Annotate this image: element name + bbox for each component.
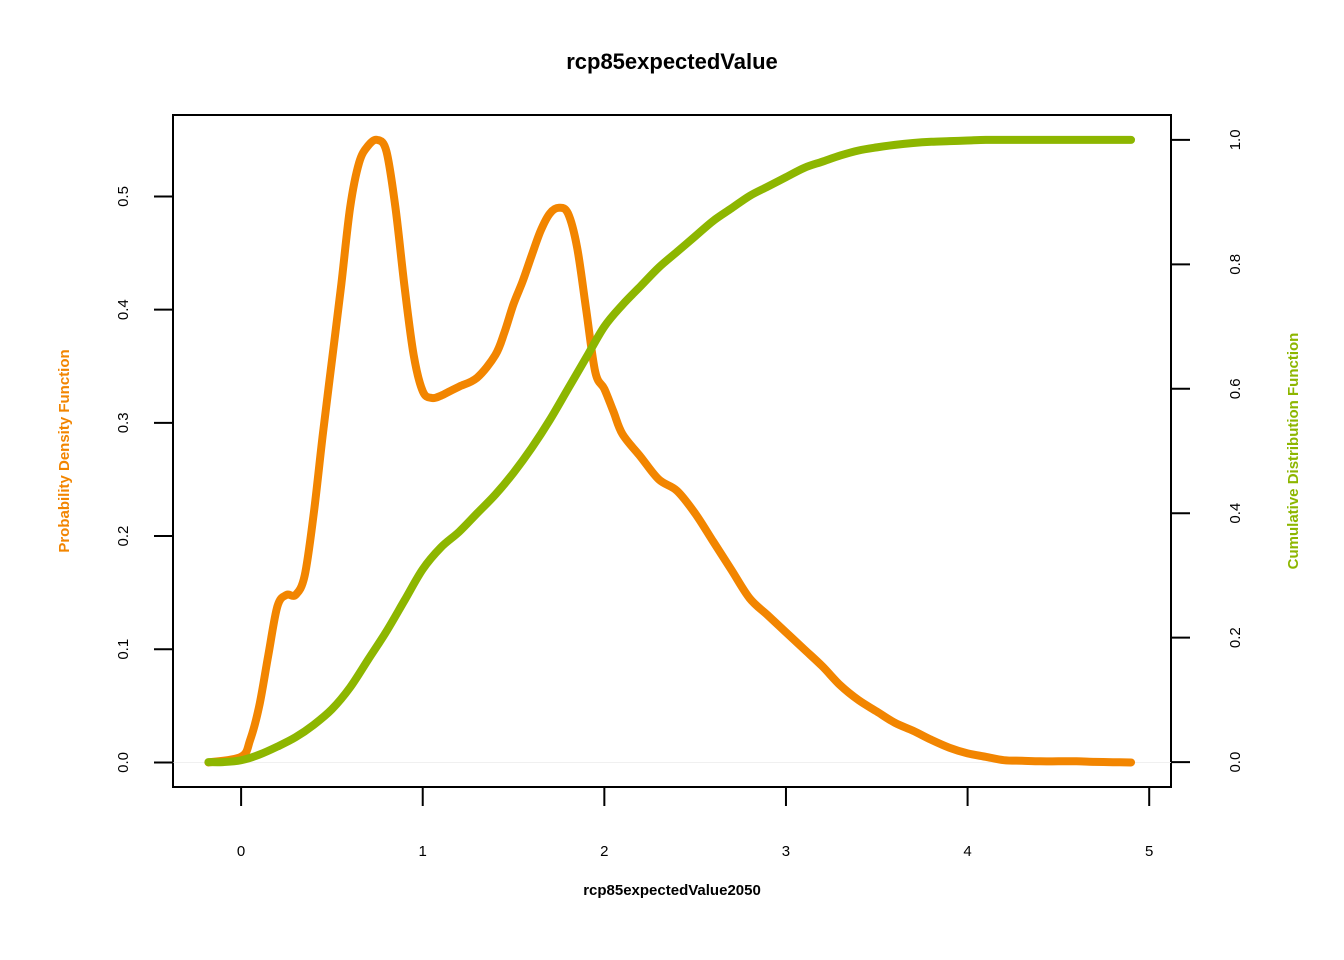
chart-title: rcp85expectedValue xyxy=(566,49,778,74)
y-left-tick-label: 0.5 xyxy=(115,186,132,207)
y-right-tick-label: 0.4 xyxy=(1227,503,1244,524)
y-right-tick-label: 0.2 xyxy=(1227,627,1244,648)
y-left-tick-label: 0.2 xyxy=(115,526,132,547)
y-right-tick-label: 0.6 xyxy=(1227,378,1244,399)
x-tick-label: 5 xyxy=(1145,843,1153,860)
y-left-tick-label: 0.1 xyxy=(115,639,132,660)
y-left-tick-label: 0.3 xyxy=(115,412,132,433)
x-tick-label: 4 xyxy=(963,843,971,860)
y-right-tick-label: 0.0 xyxy=(1227,752,1244,773)
y-right-tick-label: 0.8 xyxy=(1227,254,1244,275)
x-tick-label: 1 xyxy=(419,843,427,860)
y-right-tick-label: 1.0 xyxy=(1227,129,1244,150)
series-layer xyxy=(204,135,1136,767)
y-right-axis: 0.0 0.2 0.4 0.6 0.8 1.0 xyxy=(1170,129,1244,773)
y-left-tick-label: 0.0 xyxy=(115,752,132,773)
x-axis-label: rcp85expectedValue2050 xyxy=(583,882,761,899)
x-axis: 0 1 2 3 4 5 xyxy=(237,786,1153,860)
y-left-axis: 0.0 0.1 0.2 0.3 0.4 0.5 xyxy=(115,186,174,773)
x-tick-label: 2 xyxy=(600,843,608,860)
y-left-axis-label: Probability Density Function xyxy=(56,349,73,552)
y-left-tick-label: 0.4 xyxy=(115,299,132,320)
pdf-series-line xyxy=(204,135,1136,767)
x-tick-label: 3 xyxy=(782,843,790,860)
cdf-series-line xyxy=(204,135,1136,767)
x-tick-label: 0 xyxy=(237,843,245,860)
y-right-axis-label: Cumulative Distribution Function xyxy=(1285,333,1302,570)
